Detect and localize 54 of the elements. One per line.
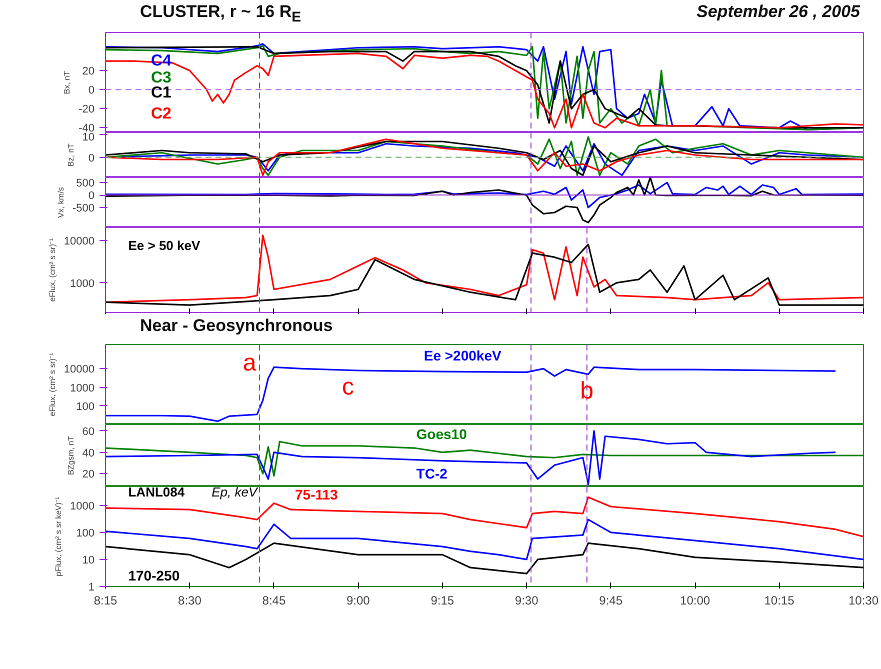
y-tick-label: 1000 xyxy=(70,500,95,512)
x-tick-label: 8:45 xyxy=(262,594,286,608)
y-tick-label: 10 xyxy=(82,132,95,144)
series-label: 170-250 xyxy=(128,568,180,584)
x-tick-label: 9:45 xyxy=(599,594,623,608)
annotation: c xyxy=(342,374,354,400)
chart-title: CLUSTER, r ~ 16 R$_{E}$ xyxy=(140,1,302,28)
x-tick-label: 10:30 xyxy=(848,594,879,608)
series-label: C3 xyxy=(150,70,172,86)
y-tick-label: 100 xyxy=(76,527,95,540)
y-tick-label: 20 xyxy=(82,66,95,78)
y-axis-title: Bz, nT xyxy=(66,143,76,167)
annotation: LANL084 xyxy=(128,484,186,500)
x-tick-label: 9:30 xyxy=(514,594,539,608)
y-tick-label: 100 xyxy=(76,400,95,413)
x-tick-label: 10:15 xyxy=(764,594,795,608)
y-axis-title: pFlux, (cm² s sr keV)⁻¹ xyxy=(54,496,64,576)
x-tick-label: 9:00 xyxy=(346,594,370,608)
y-axis-title: BZgsm, nT xyxy=(66,436,76,476)
y-tick-label: 0 xyxy=(88,84,95,97)
series-label: 75-113 xyxy=(295,486,338,502)
series-label: Goes10 xyxy=(416,426,468,442)
y-tick-label: 40 xyxy=(82,447,95,460)
y-tick-label: -20 xyxy=(78,104,95,116)
annotation: Ee > 50 keV xyxy=(128,238,200,253)
annotation: Ep, keV xyxy=(212,484,258,500)
y-tick-label: 10000 xyxy=(64,364,95,376)
y-tick-label: 1000 xyxy=(70,382,95,394)
y-tick-label: 0 xyxy=(88,190,95,202)
y-axis-title: eFlux, (cm² s sr)⁻¹ xyxy=(48,352,57,416)
y-tick-label: 10 xyxy=(82,554,95,566)
x-tick-label: 8:15 xyxy=(94,594,118,608)
x-tick-label: 9:15 xyxy=(430,594,454,608)
y-axis-title: Bx, nT xyxy=(62,70,72,94)
annotation: a xyxy=(242,350,257,376)
annotation: b xyxy=(580,378,594,404)
x-tick-label: 10:00 xyxy=(680,594,710,608)
y-axis-title: Vx, km/s xyxy=(56,187,66,218)
chart-title: Near - Geosynchronous xyxy=(140,315,333,337)
y-tick-label: 0 xyxy=(88,152,95,164)
y-tick-label: 500 xyxy=(76,178,95,190)
text: C1 xyxy=(150,84,172,102)
series-label: Ee >200keV xyxy=(424,348,502,364)
text: C2 xyxy=(150,106,172,122)
y-tick-label: -500 xyxy=(72,202,95,214)
chart-subtitle: September 26 , 2005 xyxy=(696,1,860,23)
y-tick-label: 20 xyxy=(82,468,95,481)
y-axis-title: eFlux, (cm² s sr)⁻¹ xyxy=(48,238,57,302)
x-tick-label: 8:30 xyxy=(178,594,202,608)
y-tick-label: 60 xyxy=(82,426,95,438)
y-tick-label: 1 xyxy=(88,582,95,594)
series-label: TC-2 xyxy=(416,466,448,482)
y-tick-label: 1000 xyxy=(70,278,95,290)
y-tick-label: 10000 xyxy=(64,235,95,248)
